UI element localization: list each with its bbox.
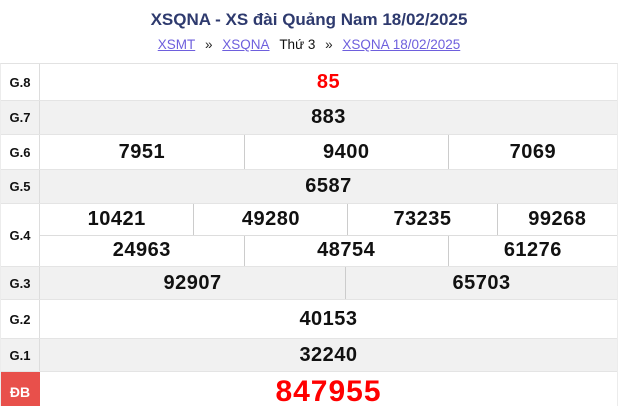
prize-row-g8: G.8 85	[1, 64, 617, 100]
prize-row-g7: G.7 883	[1, 100, 617, 134]
prize-number: 92907	[163, 271, 222, 294]
breadcrumb-separator: »	[325, 37, 333, 52]
prize-number: 40153	[299, 307, 358, 330]
special-prize-number: 847955	[275, 374, 382, 406]
prize-number: 65703	[345, 267, 617, 299]
prize-label-g3: G.3	[1, 267, 40, 299]
prize-number: 85	[316, 70, 341, 93]
breadcrumb-link-xsqna[interactable]: XSQNA	[222, 37, 270, 52]
prize-number: 883	[311, 106, 346, 128]
prize-number: 10421	[87, 207, 146, 230]
prize-label-g1: G.1	[1, 339, 40, 371]
breadcrumb: XSMT » XSQNA Thứ 3 » XSQNA 18/02/2025	[0, 37, 618, 53]
prize-row-g5: G.5 6587	[1, 169, 617, 203]
prize-number: 49280	[193, 204, 347, 235]
prize-number: 99268	[496, 204, 617, 235]
prize-label-g2: G.2	[1, 300, 40, 338]
prize-number: 48754	[243, 235, 448, 266]
prize-number: 7951	[118, 140, 166, 163]
prize-row-g2: G.2 40153	[1, 299, 617, 338]
prize-number: 9400	[243, 135, 448, 169]
prize-number: 32240	[299, 343, 358, 366]
prize-number: 7069	[447, 135, 617, 169]
breadcrumb-link-xsmt[interactable]: XSMT	[157, 37, 196, 52]
page-title: XSQNA - XS đài Quảng Nam 18/02/2025	[150, 10, 468, 29]
breadcrumb-weekday: Thứ 3	[279, 37, 316, 52]
prize-label-g4: G.4	[1, 204, 40, 266]
prize-number: 73235	[347, 204, 496, 235]
prize-label-g8: G.8	[1, 64, 40, 100]
results-table: G.8 85 G.7 883 G.6 7951 9400 7069 G.5 65…	[0, 63, 618, 406]
breadcrumb-separator: »	[205, 37, 213, 52]
prize-number: 6587	[305, 175, 352, 197]
page-header: XSQNA - XS đài Quảng Nam 18/02/2025 XSMT…	[0, 0, 618, 53]
breadcrumb-link-xsqna-date[interactable]: XSQNA 18/02/2025	[342, 37, 461, 52]
prize-row-g6: G.6 7951 9400 7069	[1, 134, 617, 169]
prize-row-db: ĐB 847955	[1, 371, 617, 406]
prize-row-g3: G.3 92907 65703	[1, 266, 617, 299]
prize-row-g4: G.4 10421 49280 73235 99268 24963 48754 …	[1, 203, 617, 266]
prize-label-g6: G.6	[1, 135, 40, 169]
prize-row-g1: G.1 32240	[1, 338, 617, 371]
special-prize-badge: ĐB	[1, 372, 40, 406]
prize-label-g7: G.7	[1, 101, 40, 134]
prize-number: 24963	[112, 239, 171, 262]
prize-number: 61276	[447, 235, 617, 266]
prize-label-g5: G.5	[1, 170, 40, 203]
